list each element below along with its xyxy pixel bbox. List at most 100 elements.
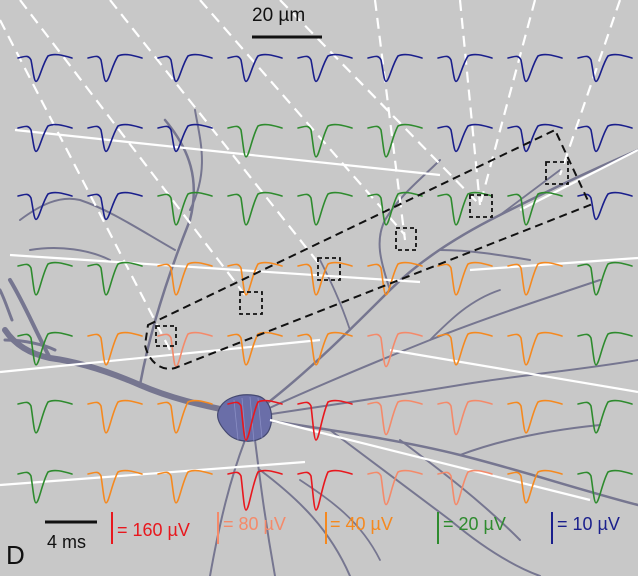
trace-r1-c1 bbox=[17, 53, 73, 83]
electrode-site-1 bbox=[155, 325, 177, 347]
dendrite-upper-left-b bbox=[19, 197, 176, 251]
legend-10: = 10 µV bbox=[557, 514, 620, 534]
trace-r6-c8 bbox=[507, 399, 563, 434]
trace-r3-c6 bbox=[367, 191, 423, 226]
trace-r5-c2 bbox=[87, 331, 143, 366]
dendrite-lower-right-d bbox=[459, 424, 601, 456]
trace-r3-c3 bbox=[157, 191, 213, 226]
trace-r3-c4 bbox=[227, 191, 283, 226]
trace-r4-c1 bbox=[17, 261, 73, 296]
dendrite-lower-right-b bbox=[329, 429, 541, 576]
trace-r2-c9 bbox=[577, 123, 633, 153]
solid-guide-lines bbox=[0, 128, 638, 502]
dendrite-right bbox=[264, 359, 638, 416]
trace-r7-c5 bbox=[297, 469, 353, 511]
trace-r4-c6 bbox=[367, 261, 423, 296]
trace-r3-c9 bbox=[577, 191, 633, 221]
trace-r5-c1 bbox=[17, 331, 73, 366]
trace-r3-c2 bbox=[87, 191, 143, 221]
trace-r4-c7 bbox=[437, 261, 493, 296]
axon-branch bbox=[8, 278, 52, 360]
dendrite-far-left bbox=[29, 247, 111, 261]
trace-r3-c1 bbox=[17, 191, 73, 221]
trace-r4-c5 bbox=[297, 261, 353, 296]
trace-r5-c9 bbox=[577, 331, 633, 366]
trace-r7-c2 bbox=[87, 469, 143, 504]
trace-r6-c4 bbox=[227, 399, 283, 441]
trace-r6-c2 bbox=[87, 399, 143, 434]
trace-r7-c8 bbox=[507, 469, 563, 504]
dendrite-upper-mid-b bbox=[429, 289, 501, 341]
trace-r2-c7 bbox=[437, 123, 493, 153]
dendrite-top-right bbox=[499, 169, 561, 216]
electrode-site-2 bbox=[239, 291, 263, 315]
trace-r1-c5 bbox=[297, 53, 353, 83]
dendrite-lower-c bbox=[259, 469, 351, 576]
dendrite-upper-left-c bbox=[189, 109, 203, 211]
dendrite-upper-mid bbox=[319, 259, 351, 331]
trace-r6-c6 bbox=[367, 399, 423, 436]
trace-r3-c5 bbox=[297, 191, 353, 226]
axon-stub bbox=[0, 288, 14, 322]
trace-r3-c7 bbox=[437, 191, 493, 226]
trace-r4-c2 bbox=[87, 261, 143, 296]
electrode-site-5 bbox=[469, 194, 493, 218]
trace-r2-c8 bbox=[507, 123, 563, 153]
roi-box bbox=[143, 128, 592, 370]
dendrite-mid-right bbox=[264, 279, 601, 411]
legend-bars bbox=[111, 512, 553, 544]
neuron-morphology bbox=[0, 109, 638, 576]
dashed-guide-lines bbox=[0, 0, 622, 351]
trace-r7-c7 bbox=[437, 469, 493, 506]
space-scale-label: 20 µm bbox=[252, 5, 306, 26]
legend-80: = 80 µV bbox=[223, 514, 286, 534]
trace-r4-c8 bbox=[507, 261, 563, 296]
dendrite-up-right-b bbox=[378, 159, 441, 291]
dendrite-upper-left bbox=[138, 118, 196, 387]
voltage-traces bbox=[17, 53, 633, 511]
trace-r2-c1 bbox=[17, 123, 73, 153]
trace-r2-c2 bbox=[87, 123, 143, 153]
trace-r1-c6 bbox=[367, 53, 423, 83]
electrode-site-3 bbox=[317, 257, 341, 281]
trace-r6-c5 bbox=[297, 399, 353, 441]
trace-r2-c5 bbox=[297, 123, 353, 158]
trace-r4-c4 bbox=[227, 261, 283, 296]
trace-r1-c2 bbox=[87, 53, 143, 83]
soma bbox=[217, 394, 273, 443]
time-scale-label: 4 ms bbox=[47, 532, 87, 552]
axon-left-branch bbox=[3, 338, 57, 352]
dendrite-lower bbox=[254, 439, 276, 576]
trace-r4-c3 bbox=[157, 261, 213, 296]
trace-r2-c6 bbox=[367, 123, 423, 158]
electrode-sites bbox=[155, 161, 569, 347]
trace-r7-c4 bbox=[227, 469, 283, 511]
legend-160: = 160 µV bbox=[117, 520, 190, 540]
trace-r7-c9 bbox=[577, 469, 633, 504]
electrode-site-6 bbox=[545, 161, 569, 185]
trace-r2-c4 bbox=[227, 123, 283, 158]
legend-40: = 40 µV bbox=[330, 514, 393, 534]
trace-r7-c3 bbox=[157, 469, 213, 504]
trace-r7-c6 bbox=[367, 469, 423, 506]
trace-r1-c9 bbox=[577, 53, 633, 83]
trace-r4-c9 bbox=[577, 261, 633, 296]
dendrite-up-right bbox=[263, 148, 638, 407]
dendrite-up-right-c bbox=[439, 249, 531, 261]
trace-r5-c7 bbox=[437, 331, 493, 366]
trace-r5-c3 bbox=[157, 331, 213, 368]
electrode-site-4 bbox=[395, 227, 417, 251]
dendrite-lower-d bbox=[299, 479, 381, 561]
trace-r6-c7 bbox=[437, 399, 493, 436]
trace-r3-c8 bbox=[507, 191, 563, 226]
legend-20: = 20 µV bbox=[443, 514, 506, 534]
trace-r6-c3 bbox=[157, 399, 213, 434]
trace-r6-c9 bbox=[577, 399, 633, 434]
dendrite-lower-right-c bbox=[399, 439, 521, 541]
dendrite-lower-b bbox=[209, 439, 246, 576]
trace-r1-c4 bbox=[227, 53, 283, 83]
panel-label: D bbox=[6, 540, 25, 570]
trace-r5-c6 bbox=[367, 331, 423, 368]
